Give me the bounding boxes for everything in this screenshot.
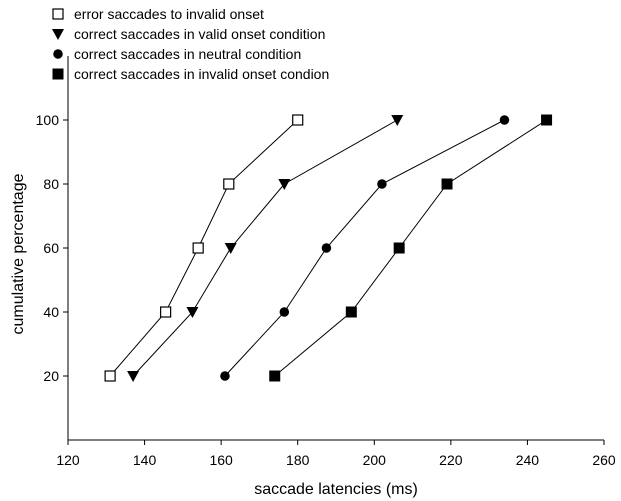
data-point xyxy=(127,371,140,382)
circle-marker-icon xyxy=(53,49,63,59)
series-line xyxy=(274,119,547,377)
legend-label: correct saccades in valid onset conditio… xyxy=(74,26,326,42)
x-tick-label: 240 xyxy=(516,452,540,468)
series-2 xyxy=(127,115,404,382)
legend-label: correct saccades in neutral condition xyxy=(74,46,302,62)
series-1 xyxy=(104,114,304,382)
legend-marker xyxy=(52,8,64,20)
series-3 xyxy=(220,115,510,381)
data-point xyxy=(192,242,204,254)
x-tick-label: 140 xyxy=(133,452,157,468)
data-point xyxy=(393,242,405,254)
data-point xyxy=(104,370,116,382)
series-layer xyxy=(104,114,553,382)
x-tick-label: 260 xyxy=(592,452,616,468)
data-point xyxy=(541,114,553,126)
data-point xyxy=(223,178,235,190)
y-tick-label: 100 xyxy=(36,112,60,128)
data-point xyxy=(321,243,332,253)
filled-square-marker-icon xyxy=(52,68,64,80)
data-point xyxy=(377,179,387,189)
data-point xyxy=(391,115,404,126)
x-axis-title: saccade latencies (ms) xyxy=(254,481,418,498)
series-4 xyxy=(269,114,553,382)
data-point xyxy=(186,307,199,318)
legend-marker xyxy=(53,49,63,59)
data-point xyxy=(345,306,357,318)
legend-marker xyxy=(52,68,64,80)
legend: error saccades to invalid onset correct s… xyxy=(50,4,329,84)
data-point xyxy=(224,243,237,254)
data-point xyxy=(269,370,281,382)
x-tick-label: 180 xyxy=(286,452,310,468)
legend-label: error saccades to invalid onset xyxy=(74,6,264,22)
x-tick-label: 120 xyxy=(56,452,80,468)
y-tick-label: 40 xyxy=(43,304,59,320)
x-tick-label: 160 xyxy=(209,452,233,468)
open-square-marker-icon xyxy=(52,8,64,20)
legend-marker xyxy=(52,29,64,40)
axes: 120 140 160 180 200 220 240 260 20 40 60 80 100 xyxy=(36,56,616,468)
x-tick-label: 200 xyxy=(363,452,387,468)
data-point xyxy=(499,115,510,125)
series-line xyxy=(132,119,398,377)
legend-label: correct saccades in invalid onset condio… xyxy=(74,66,330,82)
data-point xyxy=(279,307,290,317)
legend-item: correct saccades in valid onset conditio… xyxy=(50,24,329,44)
y-tick-label: 80 xyxy=(43,176,59,192)
y-tick-label: 20 xyxy=(43,368,59,384)
data-point xyxy=(220,371,230,381)
series-line xyxy=(109,119,299,377)
series-line xyxy=(224,119,505,377)
data-point xyxy=(160,306,172,318)
x-tick-label: 220 xyxy=(439,452,463,468)
triangle-down-marker-icon xyxy=(52,29,64,40)
data-point xyxy=(278,179,291,190)
data-point xyxy=(292,114,304,126)
legend-item: error saccades to invalid onset xyxy=(50,4,329,24)
legend-item: correct saccades in neutral condition xyxy=(50,44,329,64)
legend-item: correct saccades in invalid onset condio… xyxy=(50,64,329,84)
y-tick-label: 60 xyxy=(43,240,59,256)
data-point xyxy=(441,178,453,190)
y-axis-title: cumulative percentage xyxy=(10,173,27,334)
